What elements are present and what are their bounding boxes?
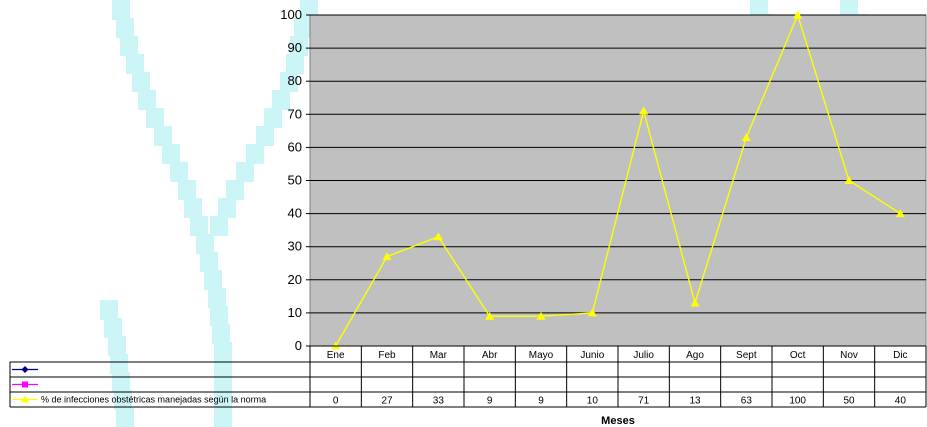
table-cell-value: 50 [843, 396, 855, 407]
data-point-marker [382, 252, 392, 261]
watermark-block [112, 0, 130, 20]
watermark-block [196, 234, 214, 254]
x-tick-label: Sept [736, 350, 757, 361]
table-cell-value: 33 [433, 396, 445, 407]
watermark-block [190, 216, 208, 236]
table-cell-value: 0 [333, 396, 339, 407]
x-tick-label: Julio [633, 350, 654, 361]
y-tick-label: 40 [288, 206, 302, 221]
watermark-block [178, 180, 196, 200]
table-cell-value: 9 [487, 396, 493, 407]
watermark-block [116, 18, 134, 38]
y-tick-label: 90 [288, 40, 302, 55]
watermark-block [236, 162, 254, 182]
watermark-block [116, 408, 134, 427]
watermark-block [210, 216, 228, 236]
watermark-block [154, 126, 172, 146]
watermark-block [120, 36, 138, 56]
watermark-block [114, 390, 132, 410]
y-tick-label: 60 [288, 139, 302, 154]
data-point-marker [895, 209, 905, 218]
legend-marker-triangle [21, 395, 29, 403]
data-point-marker [536, 311, 546, 320]
watermark-block [246, 144, 264, 164]
table-cell-value: 13 [689, 396, 701, 407]
y-tick-label: 30 [288, 239, 302, 254]
watermark-block [256, 126, 274, 146]
y-tick-label: 70 [288, 106, 302, 121]
y-tick-label: 10 [288, 305, 302, 320]
watermark-block [104, 318, 122, 338]
watermark-block [214, 342, 232, 362]
y-tick-label: 100 [280, 7, 302, 22]
y-tick-label: 20 [288, 272, 302, 287]
table-cell-value: 9 [538, 396, 544, 407]
data-point-marker [741, 132, 751, 141]
data-table: Ene Feb Mar Abr Mayo Junio Julio Ago Sept Oct Nov D… [9, 345, 927, 408]
data-point-marker [639, 106, 649, 115]
watermark-block [208, 288, 226, 308]
x-axis-label: Meses [601, 415, 635, 427]
watermark-block [226, 180, 244, 200]
data-point-marker [844, 176, 854, 184]
data-point-marker [793, 10, 803, 19]
x-tick-label: Mayo [529, 350, 554, 361]
table-cell-value: 40 [895, 396, 907, 407]
y-tick-label: 0 [295, 338, 302, 353]
watermark-block [108, 336, 126, 356]
data-point-marker [433, 232, 443, 241]
x-tick-label: Ago [686, 350, 704, 361]
data-point-marker [485, 311, 495, 320]
watermark-block [110, 354, 128, 374]
x-tick-label: Feb [378, 350, 396, 361]
watermark-block [112, 372, 130, 392]
legend-marker-square [22, 381, 28, 388]
watermark-block [218, 198, 236, 218]
watermark-block [214, 396, 232, 416]
x-tick-label: Junio [580, 350, 604, 361]
watermark-block [170, 162, 188, 182]
table-cell-value: 63 [741, 396, 753, 407]
watermark-block [184, 198, 202, 218]
watermark-block [264, 108, 282, 128]
watermark-block [200, 252, 218, 272]
watermark-block [214, 414, 232, 427]
series-line [335, 12, 901, 347]
watermark-block [294, 18, 312, 38]
x-tick-label: Abr [482, 350, 498, 361]
watermark-block [214, 360, 232, 380]
watermark-block [126, 54, 144, 74]
table-cell-value: 10 [587, 396, 599, 407]
watermark-block [212, 324, 230, 344]
table-cell-value: 27 [381, 396, 393, 407]
y-tick-label: 80 [288, 73, 302, 88]
watermark-block [132, 72, 150, 92]
y-axis-ticks: 0 10 20 30 40 50 60 70 80 90 100 [280, 7, 310, 353]
x-tick-label: Oct [790, 350, 806, 361]
x-tick-label: Dic [893, 350, 907, 361]
watermark-block [214, 378, 232, 398]
data-point-marker [587, 308, 597, 317]
watermark-block [138, 90, 156, 110]
series-lines [331, 10, 905, 350]
x-tick-label: Ene [327, 350, 345, 361]
legend-label: % de infecciones obstétricas manejadas s… [41, 395, 266, 405]
watermark-block [100, 300, 118, 320]
watermark-block [210, 306, 228, 326]
x-tick-label: Mar [430, 350, 448, 361]
watermark-block [290, 36, 308, 56]
y-tick-label: 50 [288, 173, 302, 188]
watermark-block [286, 54, 304, 74]
watermark-block [146, 108, 164, 128]
watermark-block [162, 144, 180, 164]
data-point-marker [690, 298, 700, 307]
watermark-block [280, 72, 298, 92]
legend-marker-diamond [21, 366, 29, 373]
x-tick-label: Nov [840, 350, 858, 361]
watermark-block [204, 270, 222, 290]
watermark-block [272, 90, 290, 110]
table-cell-value: 100 [789, 396, 806, 407]
table-cell-value: 71 [638, 396, 650, 407]
